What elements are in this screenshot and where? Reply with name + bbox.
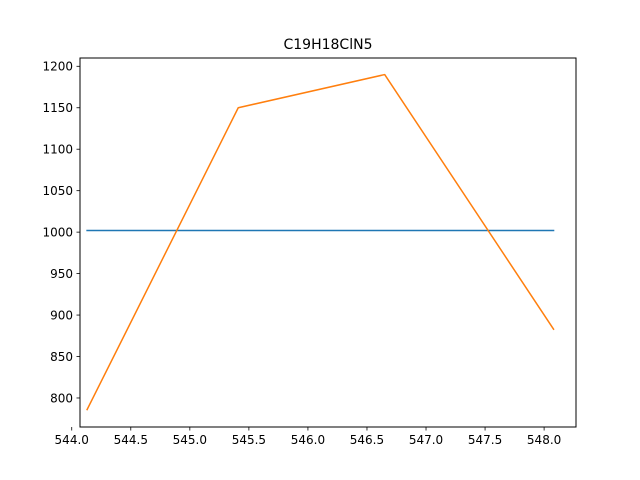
y-axis: 800 850 900 950 1000 1050 1100 1150 1200 [42, 60, 80, 405]
y-tick-label: 800 [50, 391, 73, 405]
y-tick-label: 1000 [42, 225, 73, 239]
plot-frame [79, 57, 577, 428]
x-tick-label: 545.5 [232, 433, 266, 447]
x-axis: 544.0 544.5 545.0 545.5 546.0 546.5 547.0 547.5… [55, 427, 561, 447]
x-tick-label: 546.0 [291, 433, 325, 447]
series-layer [86, 73, 555, 411]
x-tick-label: 544.5 [114, 433, 148, 447]
series-line-2 [86, 73, 555, 411]
y-tick-label: 1200 [42, 60, 73, 74]
x-tick-label: 546.5 [350, 433, 384, 447]
x-tick-label: 547.5 [468, 433, 502, 447]
x-tick-label: 545.0 [173, 433, 207, 447]
y-tick-label: 1100 [42, 143, 73, 157]
y-tick-label: 900 [50, 308, 73, 322]
y-tick-label: 850 [50, 350, 73, 364]
x-tick-label: 548.0 [527, 433, 561, 447]
x-tick-label: 547.0 [409, 433, 443, 447]
chart-title: C19H18ClN5 [284, 37, 373, 53]
y-tick-label: 1050 [42, 184, 73, 198]
y-tick-label: 1150 [42, 101, 73, 115]
x-tick-label: 544.0 [55, 433, 89, 447]
y-tick-label: 950 [50, 267, 73, 281]
